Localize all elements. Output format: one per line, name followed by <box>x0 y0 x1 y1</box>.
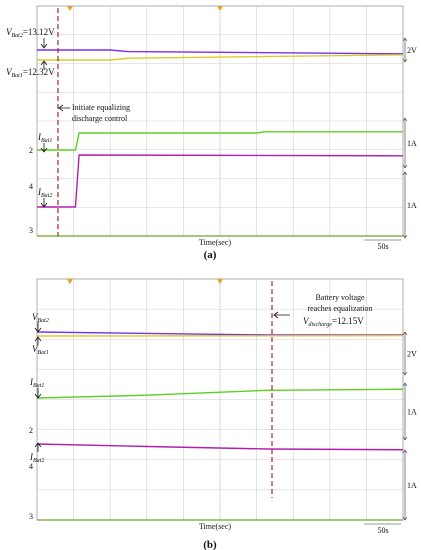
scale-label: 1A <box>407 201 417 210</box>
trigger-marker-icon <box>66 279 73 284</box>
annotation-line-1: Initiate equalizing <box>72 103 130 112</box>
arrow-up-icon <box>40 60 48 70</box>
label-ibat2: IBat2 <box>29 452 44 464</box>
scale-arrow-icon <box>402 436 408 441</box>
arrow-up-icon <box>34 336 42 345</box>
panel-caption: (b) <box>203 539 217 550</box>
scale-label: 1A <box>407 139 417 148</box>
scale-arrow-icon <box>402 37 408 42</box>
arrow-left-icon <box>273 311 290 319</box>
label-vbat1: VBat1=12.32V <box>6 67 55 79</box>
scale-label: 1A <box>407 481 417 490</box>
annotation-line-1: Battery voltage <box>315 293 365 302</box>
scale-arrow-icon <box>402 171 408 176</box>
panel-caption: (a) <box>204 249 217 261</box>
time-scale-label: 50s <box>377 242 388 251</box>
label-vbat1: VBat1 <box>32 344 49 356</box>
time-scale-label: 50s <box>377 526 388 535</box>
channel-marker: 3 <box>29 512 33 521</box>
annotation-voltage: Vdischarge=12.15V <box>303 316 364 328</box>
arrow-up-icon <box>34 442 42 452</box>
label-ibat1: IBat1 <box>37 132 52 144</box>
label-ibat1: IBat1 <box>29 377 44 389</box>
x-axis-label: Time(sec) <box>199 522 231 531</box>
channel-marker: 4 <box>29 462 33 471</box>
channel-marker: 2 <box>29 426 33 435</box>
scale-label: 2V <box>407 350 417 359</box>
scale-arrow-icon <box>402 331 408 336</box>
arrow-down-icon <box>40 143 48 153</box>
scale-label: 2V <box>407 46 417 55</box>
channel-marker: 4 <box>29 182 33 191</box>
label-vbat2: VBat2 <box>32 312 49 324</box>
scale-arrow-icon <box>402 117 408 122</box>
scale-arrow-icon <box>402 449 408 454</box>
series-line-ibat1 <box>37 131 403 151</box>
trigger-marker-icon <box>217 279 223 284</box>
arrow-down-icon <box>40 38 48 49</box>
annotation-line-2: discharge control <box>72 114 128 123</box>
x-axis-label: Time(sec) <box>199 238 231 247</box>
panel-a <box>36 5 408 241</box>
panel-b <box>34 278 408 525</box>
annotation-line-2: reaches equalization <box>307 304 372 313</box>
scale-arrow-icon <box>402 371 408 376</box>
trigger-marker-icon <box>217 6 223 11</box>
arrow-down-icon <box>34 388 42 399</box>
channel-marker: 2 <box>29 146 33 155</box>
arrow-left-icon <box>58 104 70 112</box>
label-ibat2: IBat2 <box>37 187 52 199</box>
scale-arrow-icon <box>402 516 408 521</box>
label-vbat2: VBat2=13.12V <box>6 27 55 39</box>
series-line-vbat1 <box>37 54 404 61</box>
scale-arrow-icon <box>402 382 408 387</box>
scale-label: 1A <box>407 408 417 417</box>
series-line-vbat2 <box>37 49 404 55</box>
scale-arrow-icon <box>402 164 408 169</box>
scale-arrow-icon <box>402 234 408 239</box>
series-line-ibat2 <box>37 154 404 208</box>
scale-arrow-icon <box>402 58 408 63</box>
arrow-down-icon <box>40 198 48 208</box>
series-line-ibat2 <box>36 443 404 451</box>
channel-marker: 3 <box>29 226 33 235</box>
series-line-ibat1 <box>36 388 404 399</box>
trigger-marker-icon <box>66 6 73 11</box>
arrow-down-icon <box>34 322 42 333</box>
